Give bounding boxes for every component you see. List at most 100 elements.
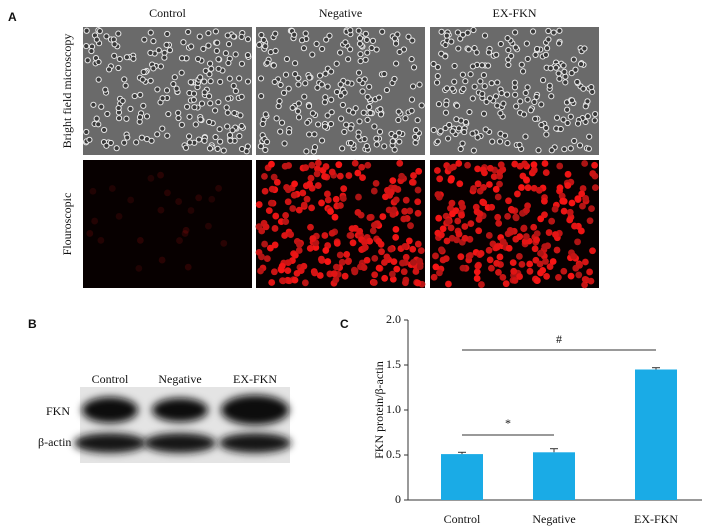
cell — [309, 235, 317, 242]
actin-band — [219, 433, 291, 453]
cell — [432, 263, 440, 271]
cell — [355, 133, 362, 140]
cell — [577, 227, 585, 235]
cell — [550, 29, 557, 36]
cell — [537, 249, 544, 257]
cell — [530, 223, 538, 231]
cell — [347, 232, 355, 239]
cell — [495, 219, 503, 227]
cell — [336, 251, 344, 259]
cell — [533, 93, 540, 101]
cell — [309, 110, 316, 117]
cell — [107, 139, 114, 147]
cell — [186, 113, 193, 120]
cell — [185, 133, 193, 140]
cell — [379, 213, 387, 220]
cell — [348, 225, 356, 233]
cell — [300, 45, 308, 52]
cell — [226, 131, 234, 139]
cell — [493, 51, 500, 58]
cell — [121, 139, 128, 146]
cell — [337, 49, 344, 56]
cell — [123, 54, 131, 61]
cell — [556, 162, 564, 170]
cell — [481, 169, 488, 177]
cell — [295, 100, 302, 107]
cell — [135, 265, 143, 272]
cell — [261, 187, 269, 195]
cell — [564, 106, 571, 113]
cell — [392, 133, 399, 140]
cell — [115, 64, 122, 72]
cell — [278, 119, 286, 126]
cell — [136, 236, 144, 244]
cell — [111, 52, 118, 59]
cell — [389, 177, 397, 185]
cell — [589, 247, 596, 255]
panel-label: C — [340, 317, 349, 331]
cell — [321, 123, 329, 130]
cell — [455, 45, 462, 52]
x-tick-label: Negative — [532, 512, 575, 526]
cell — [157, 63, 164, 70]
cell — [333, 88, 341, 96]
cell — [184, 263, 192, 271]
cell — [244, 36, 252, 43]
cell — [375, 264, 383, 272]
cell — [208, 195, 216, 203]
cell — [133, 139, 140, 146]
y-tick-label: 1.5 — [386, 357, 401, 371]
cell — [300, 201, 308, 209]
cell — [285, 129, 293, 136]
cell — [414, 279, 422, 287]
cell — [284, 198, 292, 206]
cell — [469, 95, 476, 102]
cell — [585, 145, 592, 152]
cell — [414, 198, 422, 206]
cell — [322, 247, 330, 254]
cell — [384, 186, 391, 194]
cell — [560, 116, 567, 123]
cell — [499, 238, 507, 246]
cell — [352, 105, 359, 112]
cell — [359, 174, 366, 182]
cell — [270, 62, 277, 69]
y-tick-label: 0 — [395, 492, 401, 506]
cell — [291, 180, 298, 188]
cell — [414, 240, 422, 248]
cell — [473, 49, 480, 56]
cell — [96, 28, 103, 35]
cell — [582, 195, 590, 202]
cell — [95, 76, 102, 83]
cell — [408, 96, 416, 103]
cell — [121, 76, 128, 83]
cell — [261, 172, 268, 180]
cell — [215, 56, 222, 63]
cell — [432, 252, 439, 260]
cell — [103, 33, 110, 40]
cell — [157, 206, 165, 214]
cell — [197, 74, 204, 81]
cell — [182, 144, 190, 151]
cell — [186, 139, 193, 146]
cell — [576, 262, 584, 269]
cell — [188, 43, 195, 50]
cell — [304, 119, 311, 126]
cell — [336, 172, 344, 180]
cell — [370, 187, 378, 195]
cell — [457, 145, 464, 153]
cell — [258, 253, 265, 261]
cell — [318, 137, 326, 144]
cell — [408, 56, 415, 63]
cell — [258, 31, 265, 39]
cell — [494, 213, 502, 221]
cell — [474, 134, 481, 141]
cell — [211, 107, 219, 114]
cell — [295, 114, 303, 121]
cell — [173, 85, 180, 92]
cell — [457, 253, 465, 261]
cell — [371, 123, 378, 130]
cell — [416, 263, 424, 270]
cell — [562, 79, 569, 86]
